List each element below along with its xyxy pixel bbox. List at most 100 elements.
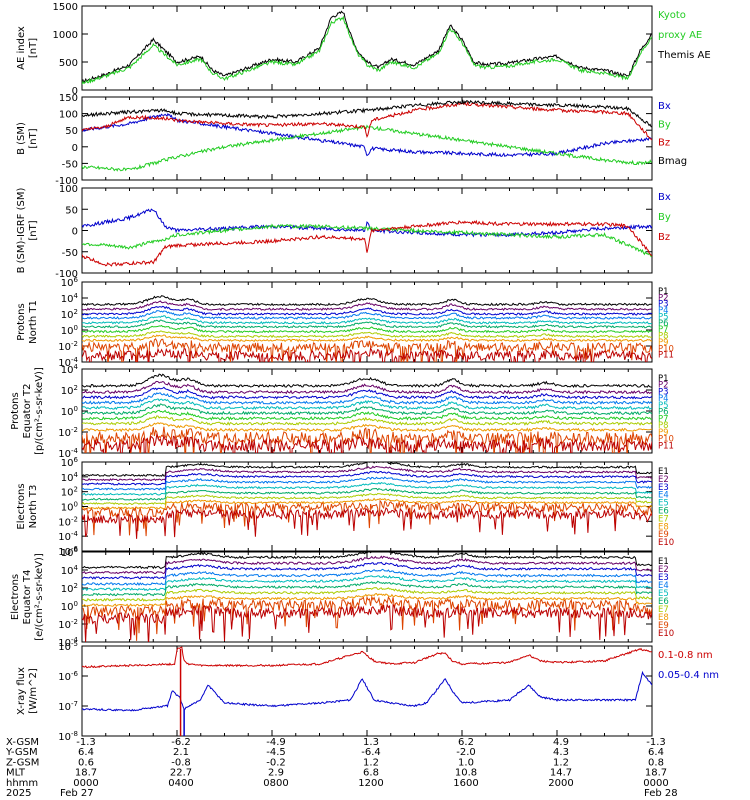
legend-entry: By xyxy=(658,212,671,223)
y-tick-label: 106 xyxy=(61,456,79,469)
ephemeris-value: 4.9 xyxy=(553,737,569,748)
y-tick-label: 100 xyxy=(61,405,78,418)
legend-entry: E5 xyxy=(658,499,669,509)
legend-entry: E5 xyxy=(658,589,669,599)
legend-entry: P8 xyxy=(658,332,669,342)
channel-p3 xyxy=(82,305,652,316)
legend-entry: 0.1-0.8 nm xyxy=(658,650,713,661)
legend-entry: E4 xyxy=(658,581,669,591)
channel-e6 xyxy=(82,580,652,597)
channel-p5 xyxy=(82,398,652,411)
y-axis-label: Protons xyxy=(10,392,21,429)
legend-entry: E8 xyxy=(658,522,669,532)
series-0-1-0-8-nm xyxy=(82,646,652,669)
ephemeris-value: -1.3 xyxy=(76,737,96,748)
channel-p1 xyxy=(82,373,652,389)
channel-p4 xyxy=(82,392,652,405)
ephemeris-value: 14.7 xyxy=(550,768,572,779)
ephemeris-value: 18.7 xyxy=(75,768,97,779)
ephemeris-value: -6.2 xyxy=(171,737,191,748)
ephemeris-value: 1600 xyxy=(453,778,478,789)
ephemeris-row-label: Z-GSM xyxy=(6,757,39,768)
ephemeris-value: -4.5 xyxy=(266,747,286,758)
y-tick-label: 10-8 xyxy=(58,730,78,743)
channel-e10 xyxy=(82,603,652,642)
y-tick-label: 10-6 xyxy=(58,670,78,683)
y-tick-label: 0 xyxy=(72,227,78,238)
y-tick-label: 100 xyxy=(61,501,78,514)
legend-entry: Bz xyxy=(658,138,670,149)
legend-entry: P7 xyxy=(658,325,669,335)
y-tick-label: -50 xyxy=(62,159,78,170)
y-tick-label: 10-4 xyxy=(58,447,78,460)
y-tick-label: 10-2 xyxy=(58,618,78,631)
channel-p11 xyxy=(82,432,652,453)
legend-entry: Themis AE xyxy=(657,50,711,61)
y-tick-label: 10-4 xyxy=(58,356,78,369)
ephemeris-value: 0000 xyxy=(643,778,668,789)
channel-p2 xyxy=(82,380,652,395)
y-tick-label: 1500 xyxy=(53,2,78,13)
ephemeris-value: 4.3 xyxy=(553,747,569,758)
ephemeris-value: 6.2 xyxy=(458,737,474,748)
legend-entry: P9 xyxy=(658,338,669,348)
panel-bigrf: -100 -50 0 50 100 B (SM)-IGRF (SM) [nT] Bx By Bz xyxy=(16,184,671,280)
y-tick-label: 10-2 xyxy=(58,515,78,528)
ephemeris-value: 6.4 xyxy=(78,747,94,758)
y-tick-label: 500 xyxy=(59,58,78,69)
series-by xyxy=(82,124,652,172)
legend-entry: E3 xyxy=(658,483,669,493)
plot-area xyxy=(82,552,652,642)
channel-e1 xyxy=(82,462,652,477)
y-tick-label: 10-4 xyxy=(58,530,78,543)
plot-area xyxy=(82,462,652,539)
legend-entry: E9 xyxy=(658,621,669,631)
legend-entry: P11 xyxy=(658,351,674,361)
ephemeris-row-label: X-GSM xyxy=(6,737,39,748)
y-axis-label: North T3 xyxy=(28,485,39,529)
ephemeris-value: 0400 xyxy=(168,778,193,789)
series-bmag xyxy=(82,99,652,128)
y-axis-label: AE index xyxy=(16,26,27,70)
panel-frame xyxy=(81,5,653,91)
ephemeris-value: 1.3 xyxy=(363,737,379,748)
legend-entry: P2 xyxy=(658,293,669,303)
panel-frame xyxy=(81,368,653,454)
series-0-05-0-4-nm xyxy=(82,670,652,712)
ephemeris-value: 1.2 xyxy=(363,757,379,768)
channel-e9 xyxy=(82,594,652,641)
channel-e8 xyxy=(82,593,652,608)
y-axis-label: Electrons xyxy=(16,483,27,529)
ephemeris-value: 1200 xyxy=(358,778,383,789)
channel-p6 xyxy=(82,319,652,329)
end-date-label: Feb 28 xyxy=(644,788,678,799)
y-tick-label: 104 xyxy=(61,292,79,305)
legend-entry: E7 xyxy=(658,605,669,615)
legend-entry: P8 xyxy=(658,421,669,431)
y-tick-label: -100 xyxy=(55,176,78,187)
y-tick-label: 0 xyxy=(72,143,78,154)
channel-p5 xyxy=(82,315,652,325)
legend-entry: P5 xyxy=(658,401,669,411)
legend-entry: E6 xyxy=(658,597,669,607)
legend-entry: P10 xyxy=(658,435,674,445)
channel-p10 xyxy=(82,426,652,453)
legend-entry: P1 xyxy=(658,287,669,297)
y-tick-label: 102 xyxy=(61,384,78,397)
ephemeris-value: 10.8 xyxy=(455,768,477,779)
legend-entry: Bmag xyxy=(658,156,687,167)
y-axis-label: [e/(cm²-s-sr-keV)] xyxy=(34,553,45,641)
y-axis-label: [p/(cm²-s-sr-keV)] xyxy=(34,367,45,455)
plot-area xyxy=(82,10,652,85)
channel-p11 xyxy=(82,346,652,362)
legend-entry: P2 xyxy=(658,381,669,391)
channel-p9 xyxy=(82,422,652,433)
legend-entry: P5 xyxy=(658,312,669,322)
y-tick-label: 10-6 xyxy=(58,545,78,558)
legend-entry: E3 xyxy=(658,573,669,583)
ephemeris-value: 18.7 xyxy=(645,768,667,779)
channel-p9 xyxy=(82,334,652,343)
y-tick-label: 50 xyxy=(65,126,78,137)
y-axis-label: Protons xyxy=(16,303,27,340)
